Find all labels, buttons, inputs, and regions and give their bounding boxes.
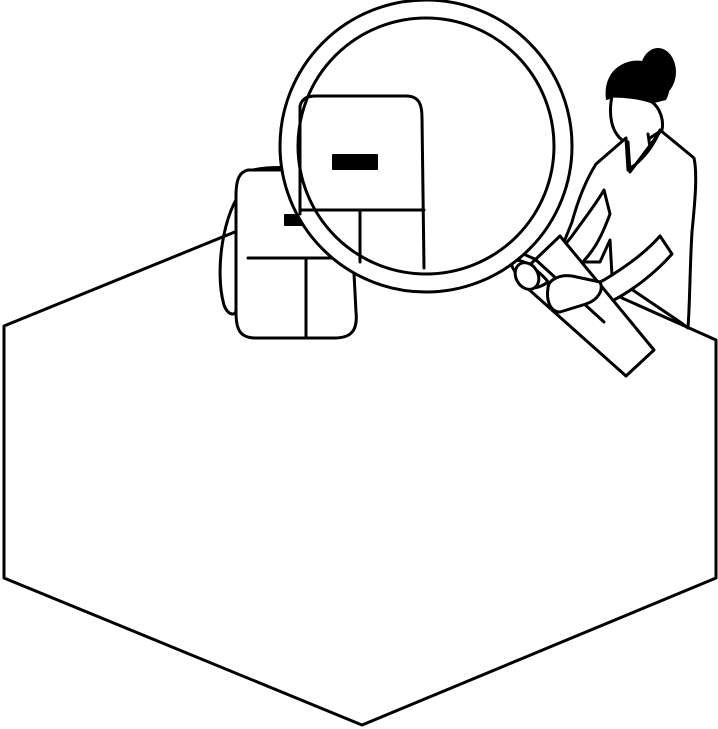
magnifying-glass-icon <box>278 0 656 378</box>
woman-figure-icon <box>546 48 698 330</box>
